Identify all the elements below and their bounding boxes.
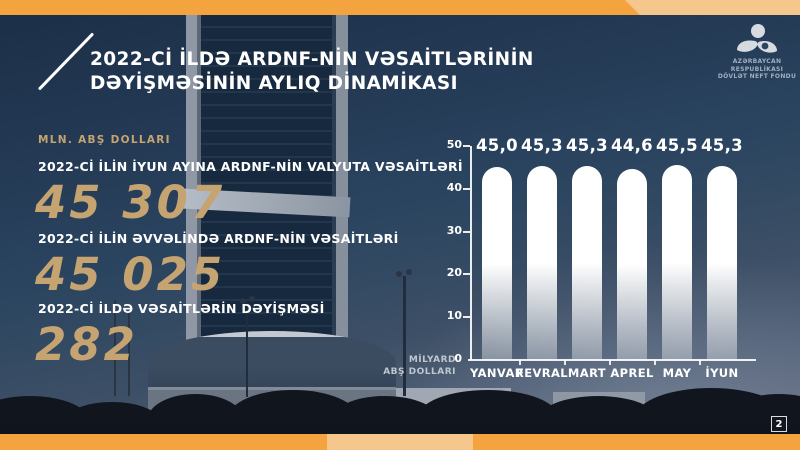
bottom-accent-band [0, 434, 800, 450]
x-category-label: YANVAR [469, 366, 525, 380]
top-accent-band-dark [0, 0, 640, 15]
stat-june-currency-assets: 2022-Cİ İLİN İYUN AYINA ARDNF-NİN VALYUT… [35, 159, 463, 229]
stat-change-in-assets: 2022-Cİ İLDƏ VƏSAİTLƏRİN DƏYİŞMƏSİ 282 [35, 301, 325, 371]
top-accent-band [0, 0, 800, 15]
flag-pole [114, 300, 116, 396]
x-tick-mark [608, 360, 611, 365]
y-tick-mark [463, 273, 470, 276]
bar-value-label: 45,5 [656, 136, 698, 155]
y-tick-mark [463, 316, 470, 319]
bar-value-label: 45,3 [701, 136, 743, 155]
y-tick-label: 20 [446, 266, 462, 280]
street-lamp-head [396, 269, 412, 277]
stat-value: 45 025 [35, 248, 226, 301]
x-tick-mark [698, 360, 701, 365]
org-name: AZƏRBAYCAN RESPUBLİKASI DÖVLƏT NEFT FOND… [716, 58, 798, 81]
stat-label: 2022-Cİ İLİN ƏVVƏLİNDƏ ARDNF-NİN VƏSAİTL… [38, 231, 399, 246]
street-lamp-pole [246, 302, 248, 397]
bar-value-label: 45,3 [521, 136, 563, 155]
bottom-accent-band-light [327, 434, 473, 450]
bar-value-label: 45,0 [476, 136, 518, 155]
org-name-line2: DÖVLƏT NEFT FONDU [717, 73, 797, 80]
y-tick-label: 40 [446, 180, 462, 194]
y-axis-line [470, 146, 472, 360]
stat-value: 45 307 [35, 176, 226, 229]
bar-value-label: 45,3 [566, 136, 608, 155]
flame-icon [737, 24, 777, 53]
y-tick-label: 10 [446, 309, 462, 323]
x-axis-line [468, 359, 756, 361]
x-category-label: APREL [610, 366, 654, 380]
x-category-label: MAY [662, 366, 692, 380]
page-number: 2 [771, 416, 787, 432]
bar-aprel [617, 169, 647, 360]
bar-i̇yun [707, 166, 737, 360]
bar-value-label: 44,6 [611, 136, 653, 155]
y-tick-label: 30 [446, 223, 462, 237]
sofaz-logo: AZƏRBAYCAN RESPUBLİKASI DÖVLƏT NEFT FOND… [716, 24, 798, 81]
stat-value: 282 [35, 318, 138, 371]
x-tick-mark [518, 360, 521, 365]
page-title-line2: DƏYİŞMƏSİNİN AYLIQ DİNAMİKASI [90, 73, 458, 95]
tree-line [0, 424, 800, 436]
x-category-label: İYUN [705, 366, 739, 380]
tower-floors [201, 0, 332, 345]
y-axis-unit-line2: ABŞ DOLLARI [383, 366, 456, 377]
x-category-label: MART [567, 366, 607, 380]
x-tick-mark [563, 360, 566, 365]
y-tick-mark [463, 187, 470, 190]
flag-pole [128, 312, 130, 396]
x-category-label: FEVRAL [515, 366, 569, 380]
page-title: 2022-Cİ İLDƏ ARDNF-NİN VƏSAİTLƏRİNİN DƏY… [90, 48, 534, 97]
y-tick-label: 50 [446, 138, 462, 151]
bar-fevral [527, 166, 557, 360]
bar-mart [572, 166, 602, 360]
street-lamp-head [240, 296, 256, 304]
bar-may [662, 165, 692, 360]
street-lamp-pole [403, 276, 406, 396]
stat-label: 2022-Cİ İLİN İYUN AYINA ARDNF-NİN VALYUT… [38, 159, 463, 174]
y-tick-mark [463, 145, 470, 147]
y-tick-label: 0 [454, 352, 462, 365]
y-axis-unit-line1: MİLYARD [408, 355, 456, 365]
bar-yanvar [482, 167, 512, 360]
stat-label: 2022-Cİ İLDƏ VƏSAİTLƏRİN DƏYİŞMƏSİ [38, 301, 325, 316]
stat-start-of-year-assets: 2022-Cİ İLİN ƏVVƏLİNDƏ ARDNF-NİN VƏSAİTL… [35, 231, 399, 301]
y-tick-mark [463, 230, 470, 233]
x-tick-mark [653, 360, 656, 365]
unit-label: MLN. ABŞ DOLLARI [38, 134, 171, 146]
title-slash-decoration [37, 32, 95, 91]
y-axis-unit-label: MİLYARD ABŞ DOLLARI [378, 355, 456, 378]
building-tower [186, 0, 348, 345]
org-name-line1: AZƏRBAYCAN RESPUBLİKASI [730, 58, 784, 73]
page-title-line1: 2022-Cİ İLDƏ ARDNF-NİN VƏSAİTLƏRİNİN [90, 49, 534, 70]
